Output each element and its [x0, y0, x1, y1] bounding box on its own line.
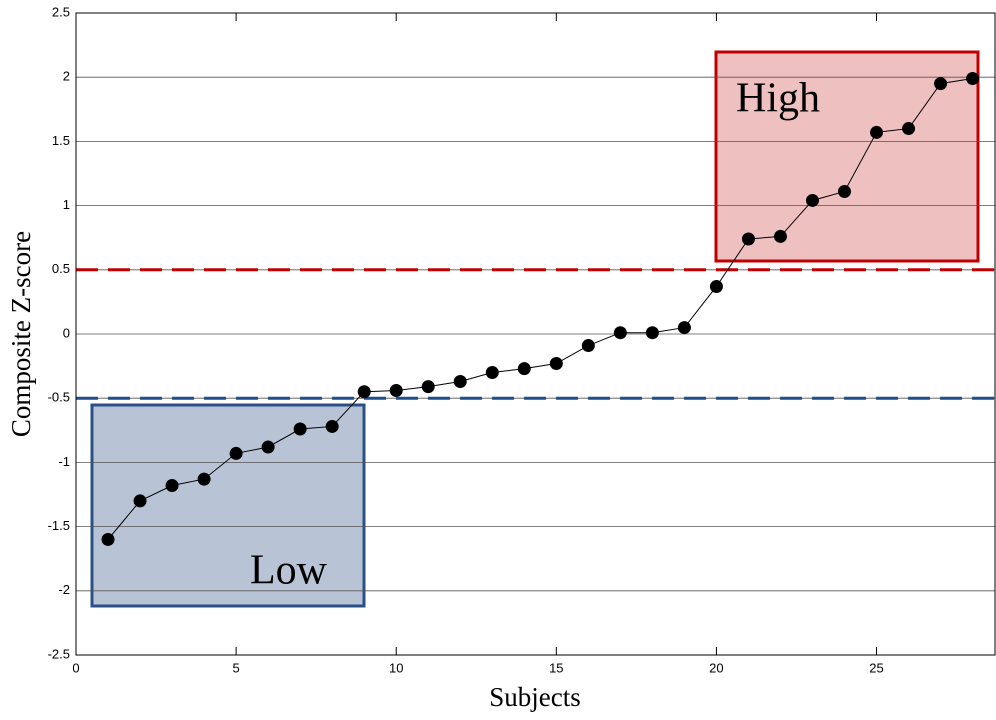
- data-point: [902, 122, 916, 136]
- data-point: [453, 375, 467, 389]
- data-point: [549, 357, 563, 371]
- high-region: [714, 50, 980, 263]
- y-tick-label: -2: [58, 582, 70, 597]
- x-tick-label: 0: [72, 660, 79, 675]
- data-line: [107, 77, 973, 540]
- y-tick-label: -1: [58, 454, 70, 469]
- data-point: [741, 232, 755, 246]
- data-point: [165, 479, 179, 493]
- data-point: [293, 422, 307, 436]
- x-axis-label: Subjects: [489, 682, 581, 712]
- data-point: [325, 419, 339, 433]
- data-point: [485, 366, 499, 380]
- y-tick-label: -0.5: [48, 390, 70, 405]
- data-point: [870, 125, 884, 139]
- x-tick-label: 20: [709, 660, 723, 675]
- data-point: [709, 279, 723, 293]
- data-point: [389, 383, 403, 397]
- data-point: [517, 362, 531, 376]
- y-axis-label: Composite Z-score: [6, 231, 36, 437]
- data-point: [229, 446, 243, 460]
- annotation: High: [736, 76, 820, 122]
- x-tick-label: 5: [232, 660, 239, 675]
- data-point: [261, 440, 275, 454]
- plot-frame: [75, 12, 996, 656]
- x-tick-label: 25: [869, 660, 883, 675]
- data-point: [197, 472, 211, 486]
- data-point: [101, 532, 115, 546]
- y-tick-label: 2.5: [52, 4, 70, 19]
- y-tick-label: 2: [63, 69, 70, 84]
- data-point: [805, 193, 819, 207]
- y-tick-label: -1.5: [48, 518, 70, 533]
- x-tick-label: 15: [549, 660, 563, 675]
- data-point: [934, 77, 948, 91]
- y-tick-label: 0: [63, 325, 70, 340]
- annotation: Low: [250, 548, 328, 594]
- data-point: [677, 321, 691, 335]
- y-tick-label: 1: [63, 197, 70, 212]
- data-point: [357, 385, 371, 399]
- data-point: [966, 71, 980, 85]
- y-tick-label: 0.5: [52, 261, 70, 276]
- y-tick-label: -2.5: [48, 646, 70, 661]
- data-point: [773, 229, 787, 243]
- data-point: [613, 326, 627, 340]
- data-point: [421, 380, 435, 394]
- data-point: [133, 494, 147, 508]
- x-tick-label: 10: [389, 660, 403, 675]
- y-tick-label: 1.5: [52, 133, 70, 148]
- data-point: [645, 326, 659, 340]
- data-point: [581, 339, 595, 353]
- data-point: [838, 184, 852, 198]
